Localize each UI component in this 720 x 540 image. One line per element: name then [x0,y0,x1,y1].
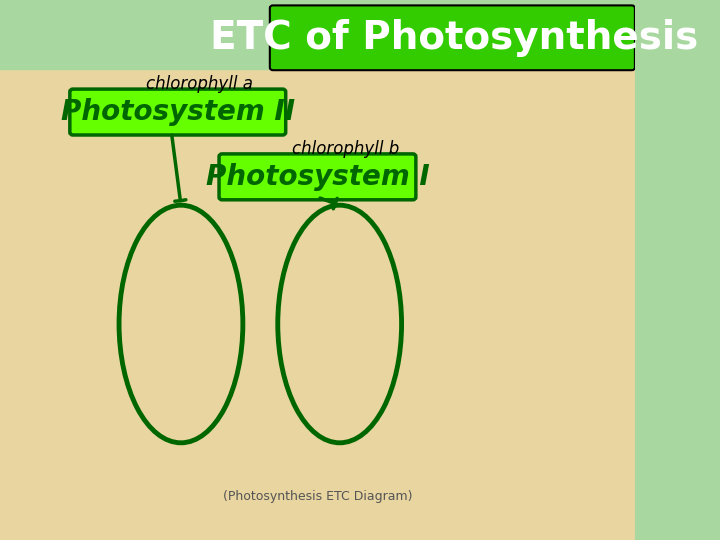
Text: Photosystem I: Photosystem I [206,163,429,191]
Text: (Photosynthesis ETC Diagram): (Photosynthesis ETC Diagram) [222,490,413,503]
Text: Photosystem II: Photosystem II [60,98,294,126]
FancyBboxPatch shape [219,154,416,200]
Text: chlorophyll a: chlorophyll a [146,75,253,93]
Text: chlorophyll b: chlorophyll b [292,139,400,158]
FancyBboxPatch shape [0,70,635,540]
FancyBboxPatch shape [70,89,286,135]
FancyBboxPatch shape [270,5,635,70]
Text: ETC of Photosynthesis: ETC of Photosynthesis [210,19,698,57]
